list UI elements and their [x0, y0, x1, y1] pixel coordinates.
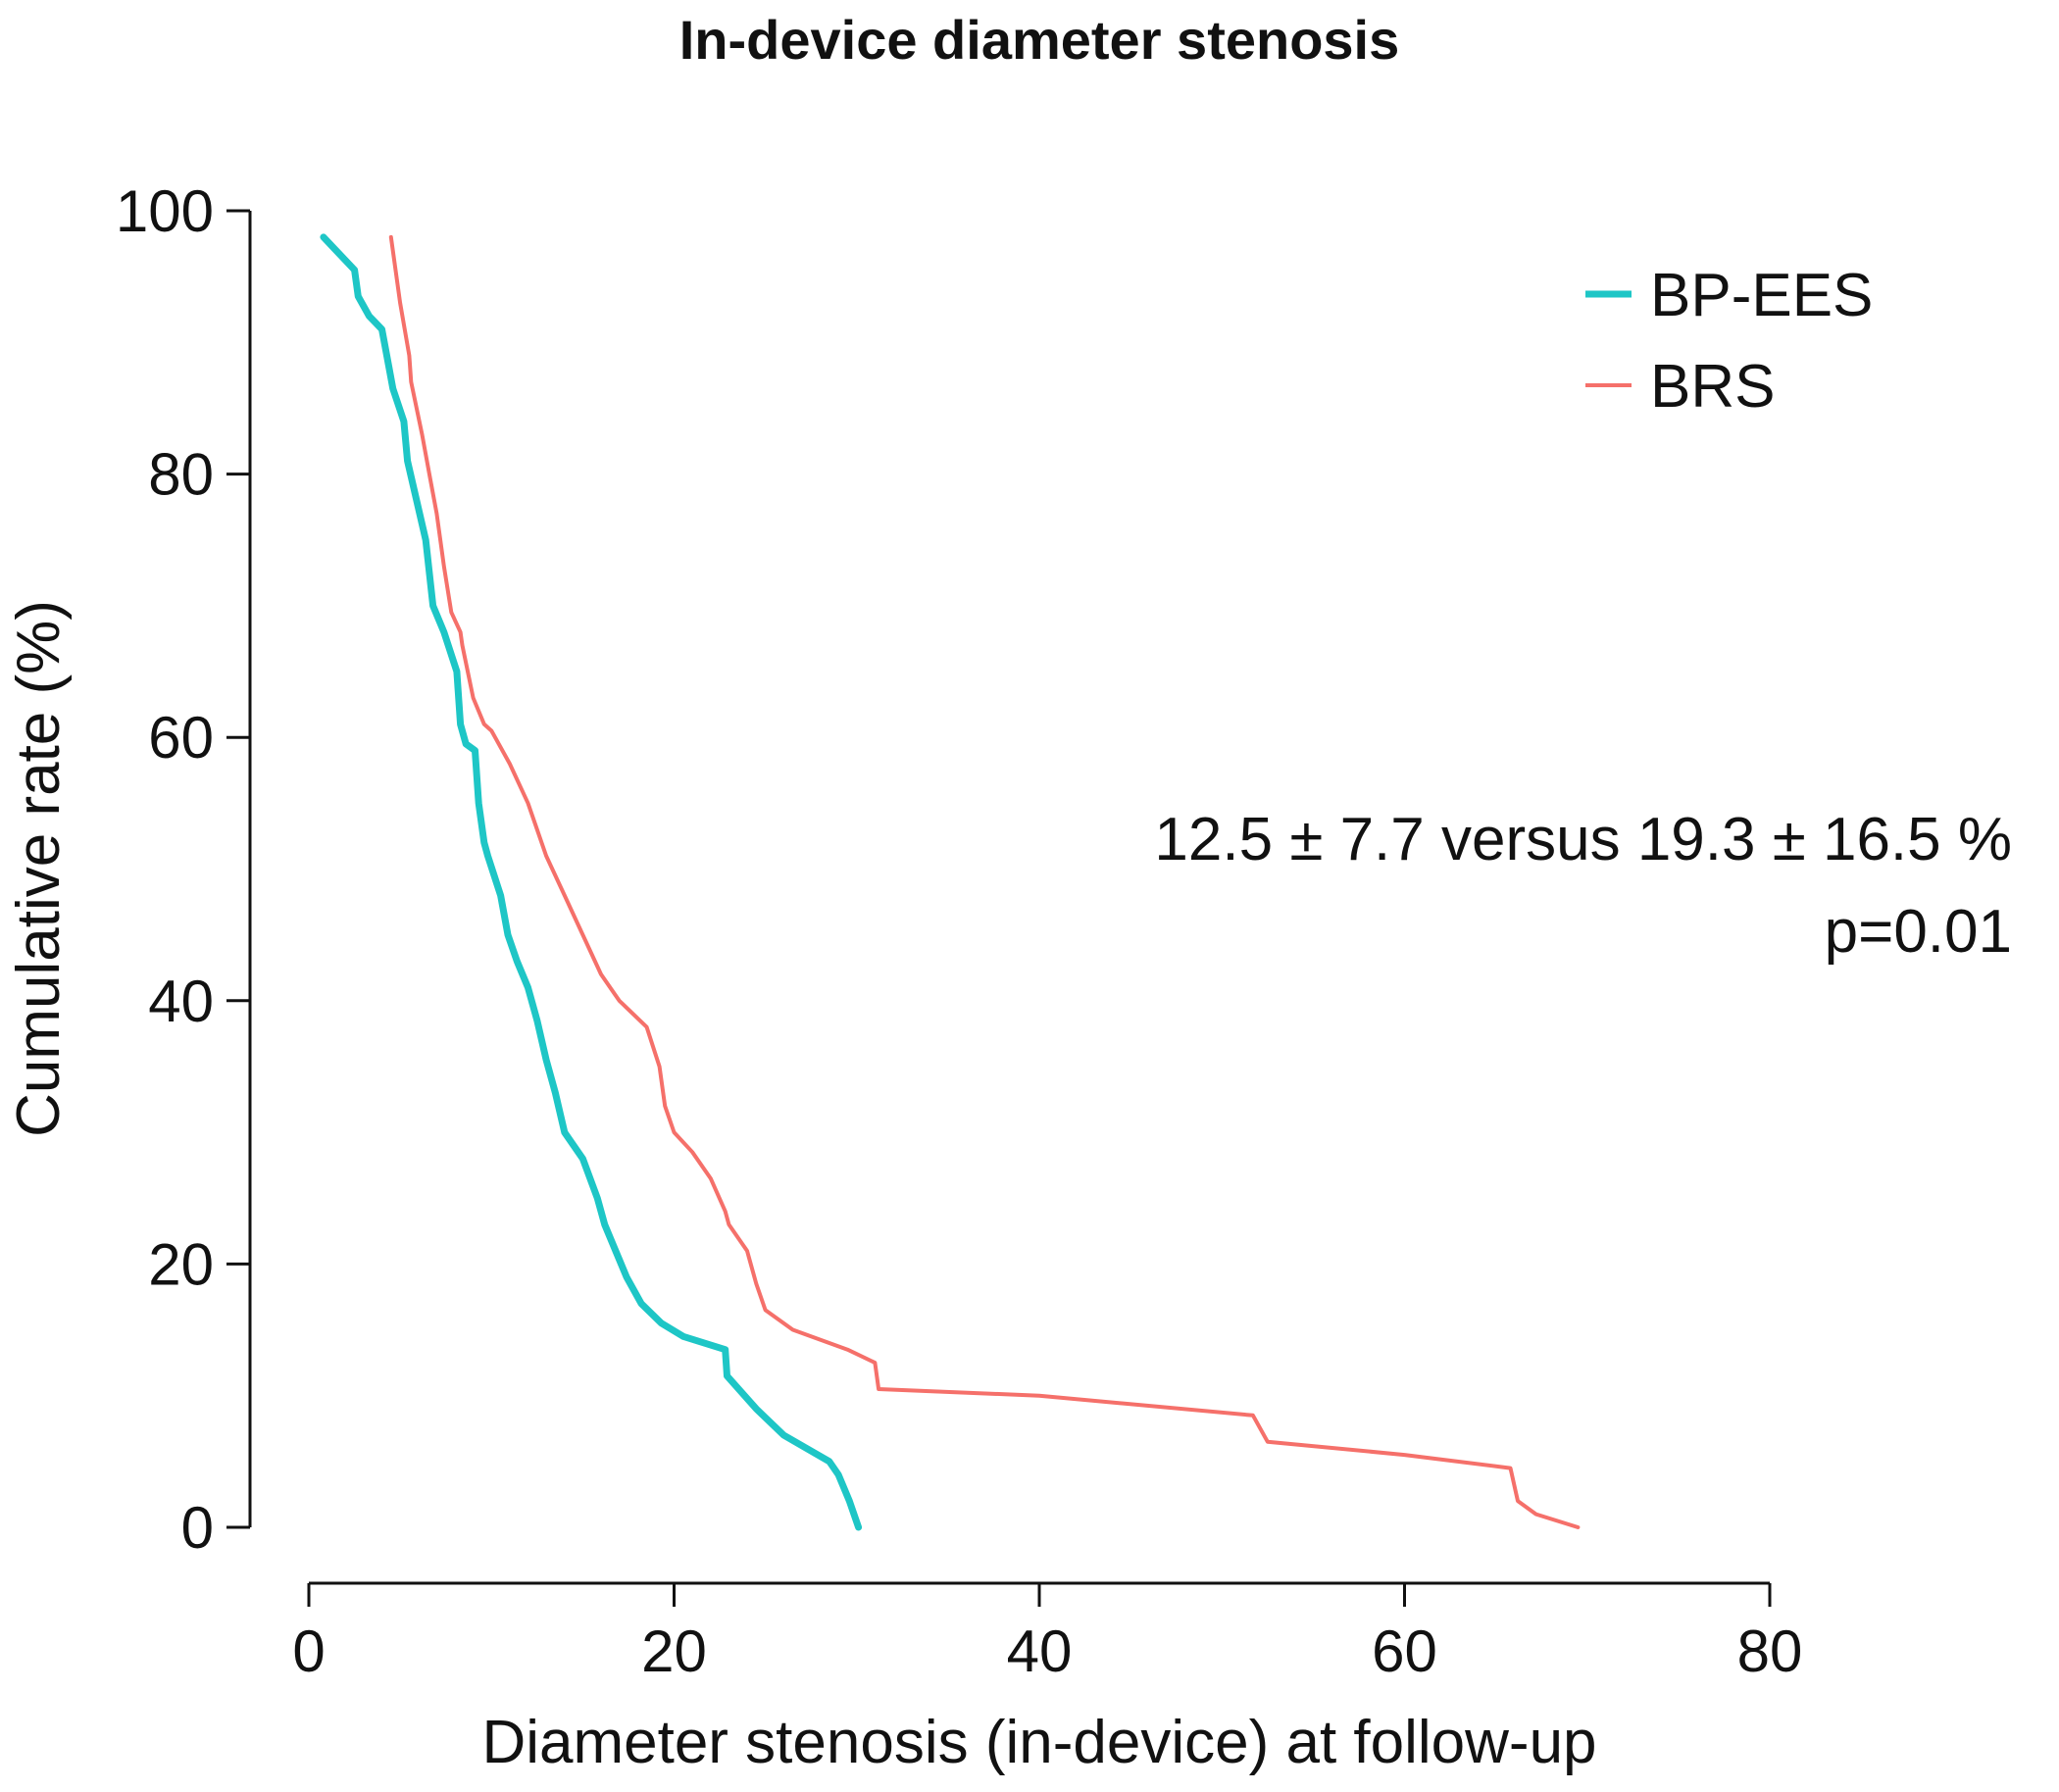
- annotation-means: 12.5 ± 7.7 versus 19.3 ± 16.5 %: [1154, 806, 2012, 873]
- x-tick-label: 20: [641, 1618, 707, 1684]
- x-tick-label: 80: [1737, 1618, 1803, 1684]
- chart-title: In-device diameter stenosis: [679, 9, 1400, 71]
- x-axis-label: Diameter stenosis (in-device) at follow-…: [481, 1709, 1596, 1776]
- x-tick-label: 40: [1007, 1618, 1073, 1684]
- x-tick-label: 0: [292, 1618, 325, 1684]
- y-tick-label: 0: [181, 1495, 214, 1561]
- y-tick-label: 40: [148, 969, 214, 1034]
- y-ticks: 0 20 40 60 80 100: [116, 178, 250, 1561]
- legend-label-brs: BRS: [1650, 353, 1775, 421]
- series-lines: [320, 233, 1581, 1531]
- annotation-p-value: p=0.01: [1825, 898, 2012, 966]
- legend: BP-EES BRS: [1585, 262, 1873, 421]
- y-tick-label: 20: [148, 1231, 214, 1297]
- x-ticks: 0 20 40 60 80: [292, 1583, 1802, 1684]
- legend-label-bp-ees: BP-EES: [1650, 262, 1873, 329]
- series-line-brs: [388, 234, 1581, 1529]
- x-tick-label: 60: [1372, 1618, 1437, 1684]
- y-tick-label: 60: [148, 705, 214, 771]
- y-tick-label: 80: [148, 442, 214, 508]
- series-line-bp-ees: [320, 233, 863, 1531]
- y-tick-label: 100: [116, 178, 214, 244]
- y-axis-label: Cumulative rate (%): [5, 600, 73, 1137]
